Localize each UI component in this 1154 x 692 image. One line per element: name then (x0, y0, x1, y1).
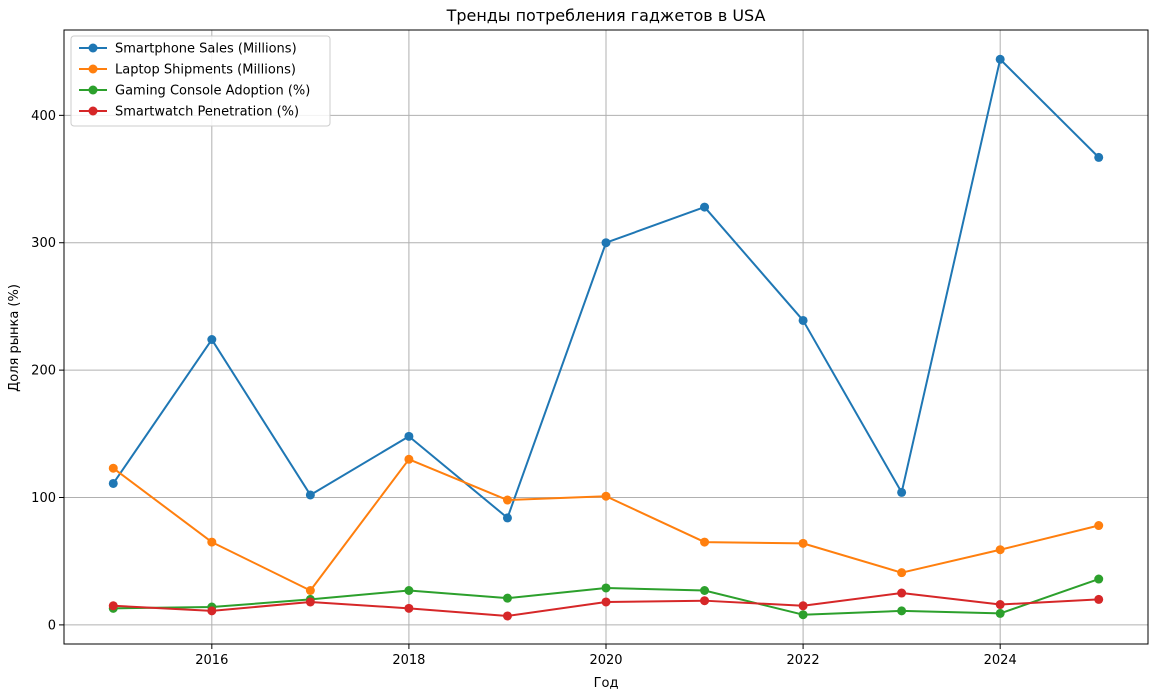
data-point (502, 593, 512, 603)
data-point (897, 606, 907, 616)
data-point (798, 538, 808, 548)
data-point (305, 585, 315, 595)
data-point (995, 545, 1005, 555)
x-tick-label: 2022 (787, 653, 820, 668)
data-point (1094, 152, 1104, 162)
y-tick-label: 300 (31, 236, 56, 251)
legend-item: Smartphone Sales (Millions) (79, 42, 297, 57)
y-tick-label: 400 (31, 109, 56, 124)
data-point (897, 588, 907, 598)
data-point (404, 585, 414, 595)
data-point (601, 238, 611, 248)
data-point (502, 495, 512, 505)
y-tick-label: 200 (31, 364, 56, 379)
legend-item: Smartwatch Penetration (%) (79, 105, 299, 120)
legend-swatch-marker (88, 85, 98, 95)
y-axis-label: Доля рынка (%) (7, 284, 22, 392)
legend-label: Smartphone Sales (Millions) (115, 42, 297, 57)
x-axis-label: Год (594, 676, 619, 691)
legend-label: Smartwatch Penetration (%) (115, 105, 299, 120)
data-point (700, 537, 710, 547)
data-point (404, 431, 414, 441)
legend-label: Gaming Console Adoption (%) (115, 84, 310, 99)
legend-swatch-marker (88, 43, 98, 53)
x-tick-label: 2020 (589, 653, 622, 668)
data-point (305, 597, 315, 607)
data-point (995, 600, 1005, 610)
data-point (404, 603, 414, 613)
data-point (700, 585, 710, 595)
data-point (601, 597, 611, 607)
data-point (995, 608, 1005, 618)
series-4 (108, 588, 1104, 621)
data-point (601, 583, 611, 593)
data-point (207, 335, 217, 345)
chart-title: Тренды потребления гаджетов в USA (446, 6, 766, 25)
data-point (404, 454, 414, 464)
data-point (897, 568, 907, 578)
legend-frame (70, 35, 331, 127)
data-point (108, 601, 118, 611)
data-point (995, 54, 1005, 64)
y-tick-label: 0 (48, 618, 56, 633)
data-point (601, 491, 611, 501)
x-axis: 2016 2018 2020 2022 2024 (195, 644, 1017, 668)
x-tick-label: 2024 (984, 653, 1017, 668)
data-point (1094, 574, 1104, 584)
data-point (108, 478, 118, 488)
y-axis: 0 100 200 300 400 (31, 109, 64, 633)
data-point (700, 202, 710, 212)
data-point (897, 487, 907, 497)
y-tick-label: 100 (31, 491, 56, 506)
series-2 (108, 454, 1104, 595)
x-tick-label: 2016 (195, 653, 228, 668)
legend-item: Gaming Console Adoption (%) (79, 84, 310, 99)
data-point (502, 513, 512, 523)
series-layer (108, 54, 1104, 621)
data-point (305, 490, 315, 500)
data-point (502, 611, 512, 621)
data-point (700, 596, 710, 606)
legend-swatch-marker (88, 106, 98, 116)
legend-label: Laptop Shipments (Millions) (115, 63, 296, 78)
data-point (207, 606, 217, 616)
data-point (207, 537, 217, 547)
data-point (798, 315, 808, 325)
x-tick-label: 2018 (392, 653, 425, 668)
legend: Smartphone Sales (Millions) Laptop Shipme… (70, 35, 331, 127)
data-point (108, 463, 118, 473)
data-point (1094, 521, 1104, 531)
data-point (798, 601, 808, 611)
legend-swatch-marker (88, 64, 98, 74)
series-1 (108, 54, 1104, 523)
data-point (798, 610, 808, 620)
data-point (1094, 594, 1104, 604)
legend-item: Laptop Shipments (Millions) (79, 63, 296, 78)
